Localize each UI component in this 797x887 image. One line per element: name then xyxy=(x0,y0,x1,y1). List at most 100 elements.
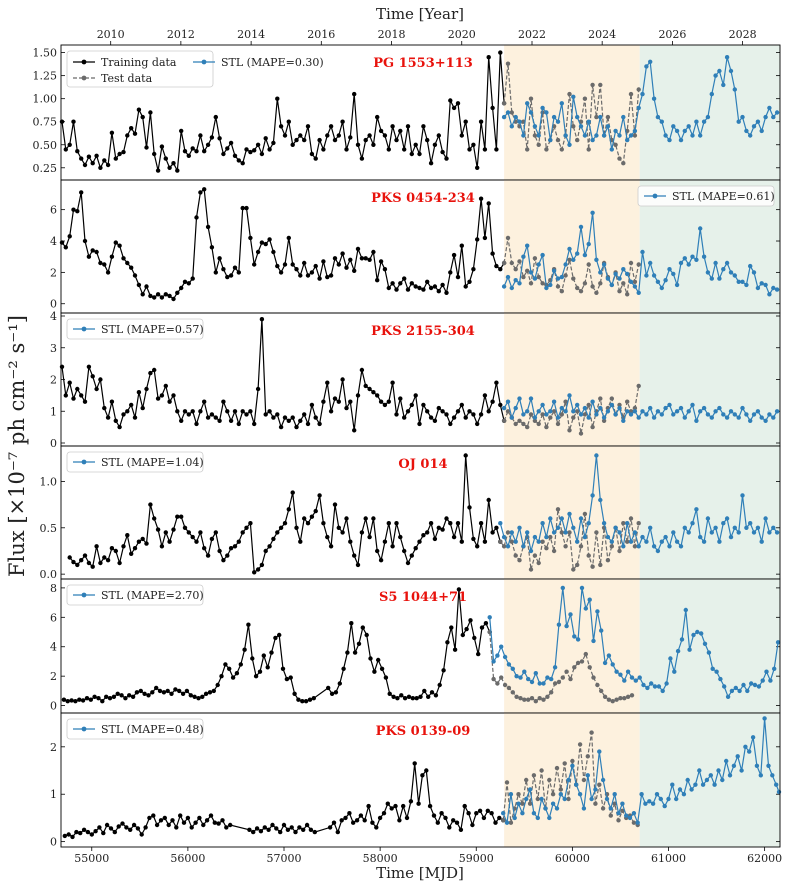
test-series-point xyxy=(616,818,621,823)
stl-series-point xyxy=(551,399,557,404)
training-series-point xyxy=(167,539,172,544)
training-series-point xyxy=(170,818,175,823)
test-series-point xyxy=(505,530,511,535)
stl-series-point xyxy=(595,609,600,614)
stl-series-point xyxy=(632,530,638,535)
training-series-point xyxy=(478,196,484,201)
training-series-point xyxy=(128,827,133,832)
test-series-point xyxy=(498,539,503,544)
stl-series-point xyxy=(617,530,622,535)
training-series-point xyxy=(148,110,153,115)
training-series-point xyxy=(375,548,380,554)
training-series-point xyxy=(398,396,403,401)
stl-series-point xyxy=(748,133,753,138)
year-tick-label: 2026 xyxy=(658,28,686,41)
stl-series-point xyxy=(567,511,572,517)
training-series-point xyxy=(481,815,487,821)
stl-series-point xyxy=(655,114,661,120)
training-series-point xyxy=(435,820,440,825)
training-series-point xyxy=(471,267,476,272)
training-series-point xyxy=(175,514,180,519)
training-series-point xyxy=(123,696,128,701)
training-series-point xyxy=(150,690,155,695)
training-series-point xyxy=(317,421,322,427)
training-series-point xyxy=(140,114,145,120)
stl-series-point xyxy=(590,493,595,498)
stl-series-point xyxy=(666,796,671,802)
training-series-point xyxy=(371,249,376,255)
training-series-point xyxy=(240,530,245,535)
training-series-point xyxy=(471,412,476,417)
training-series-point xyxy=(79,156,84,161)
training-series-point xyxy=(421,533,426,538)
training-series-point xyxy=(146,693,151,698)
training-series-point xyxy=(390,281,395,286)
stl-series-point xyxy=(621,267,626,272)
training-series-point xyxy=(129,265,134,270)
training-series-point xyxy=(140,292,145,297)
year-tick-label: 2012 xyxy=(167,28,195,41)
stl-series-point xyxy=(593,787,598,792)
training-series-point xyxy=(300,699,305,704)
stl-series-point xyxy=(602,660,608,666)
stl-series-point xyxy=(563,409,568,414)
training-series-point xyxy=(302,516,307,521)
stl-series-point xyxy=(594,453,599,458)
training-series-point xyxy=(109,399,115,404)
test-series xyxy=(501,61,641,166)
training-series-point xyxy=(494,380,499,385)
training-series-point xyxy=(284,676,290,682)
training-series-point xyxy=(441,668,446,673)
training-series-point xyxy=(467,409,472,414)
stl-series-point xyxy=(660,688,665,694)
panel-6: 0 1 2 PKS 0139-09 STL (MAPE=0.48) xyxy=(50,712,782,849)
training-series-point xyxy=(209,135,215,140)
training-series-point xyxy=(102,158,107,163)
training-series-point xyxy=(355,246,361,252)
stl-series-point xyxy=(724,260,730,266)
stl-series-point xyxy=(508,792,514,797)
training-series-point xyxy=(317,493,322,498)
stl-series-point xyxy=(636,544,641,549)
test-series-point xyxy=(562,761,567,766)
training-series-point xyxy=(143,825,148,830)
stl-series-point xyxy=(537,681,542,686)
training-series-point xyxy=(94,249,99,255)
test-series-point xyxy=(590,424,595,430)
training-series-point xyxy=(171,393,176,398)
training-series-point xyxy=(328,124,334,129)
stl-series-point xyxy=(760,678,765,683)
stl-series-point xyxy=(613,271,618,277)
test-series-point xyxy=(598,396,603,401)
training-series-point xyxy=(325,534,330,540)
stl-series-point xyxy=(637,675,642,680)
stl-series-point xyxy=(674,128,680,134)
training-series-point xyxy=(86,154,92,159)
training-series-point xyxy=(88,697,94,702)
training-series-point xyxy=(275,530,280,535)
training-series-point xyxy=(248,149,253,155)
stl-series-point xyxy=(536,409,541,414)
stl-series-point xyxy=(667,137,672,143)
training-series-point xyxy=(455,101,461,106)
training-series-point xyxy=(376,657,381,663)
stl-series-point xyxy=(763,114,768,120)
training-series-point xyxy=(197,815,202,821)
training-series-point xyxy=(389,806,394,811)
stl-series-point xyxy=(510,666,515,671)
training-series-point xyxy=(228,822,233,828)
legend-swatch-marker xyxy=(652,193,658,199)
training-series-point xyxy=(340,377,345,382)
year-tick-label: 2014 xyxy=(237,28,265,41)
training-series-point xyxy=(259,240,265,245)
y-tick-label: 0.75 xyxy=(33,116,58,129)
stl-series-point xyxy=(744,525,749,530)
training-series-point xyxy=(418,694,423,699)
stl-series-point xyxy=(724,415,730,420)
training-series-point xyxy=(413,393,418,398)
test-series-point xyxy=(544,424,549,430)
stl-series-point xyxy=(556,622,562,627)
training-series-point xyxy=(386,147,391,152)
stl-series-point xyxy=(694,119,699,124)
stl-series-point xyxy=(752,682,758,688)
